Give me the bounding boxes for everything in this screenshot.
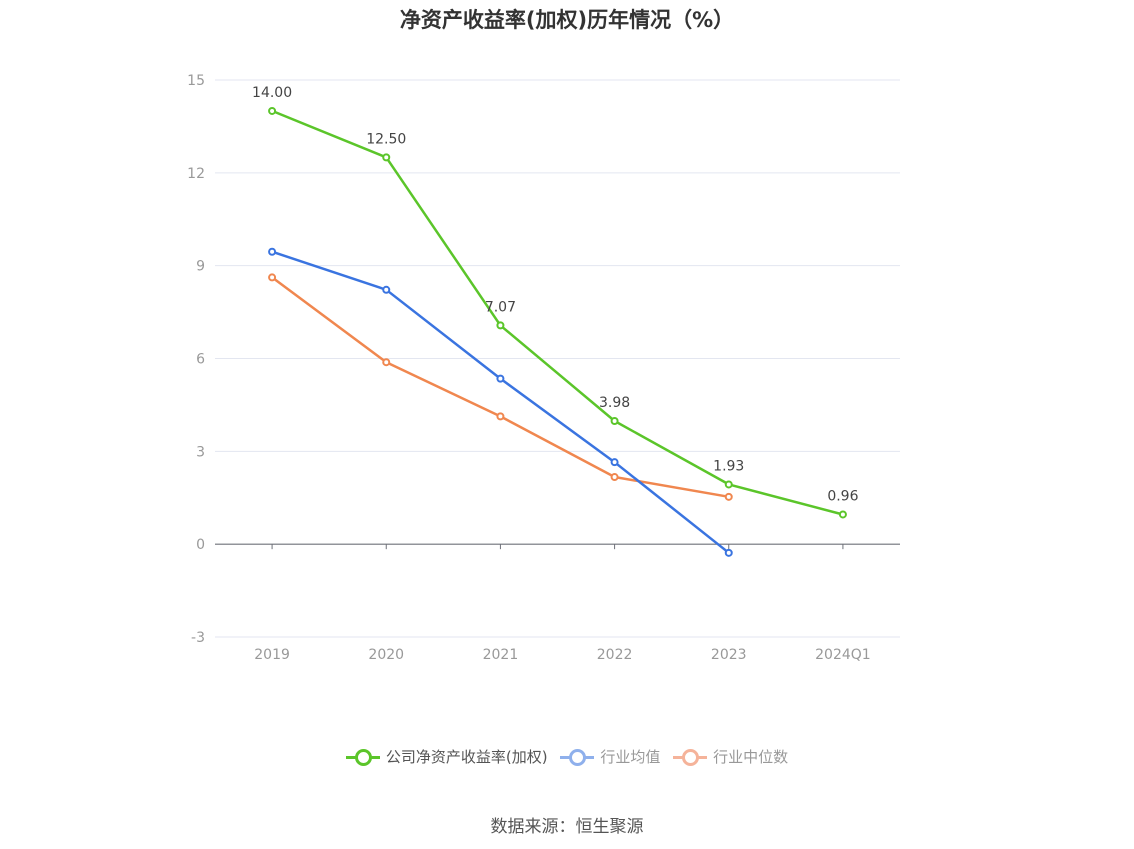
x-tick-label: 2022 <box>597 647 633 663</box>
x-tick-label: 2021 <box>483 647 519 663</box>
series-layer <box>268 106 847 557</box>
data-point <box>496 321 505 330</box>
data-point <box>268 106 277 115</box>
y-tick-label: 6 <box>196 352 205 368</box>
chart-title: 净资产收益率(加权)历年情况（%） <box>399 8 735 32</box>
legend-label-industry-median: 行业中位数 <box>713 748 789 766</box>
data-point <box>724 548 733 557</box>
data-label: 3.98 <box>599 395 630 411</box>
data-source: 数据来源：恒生聚源 <box>490 817 644 837</box>
legend-item-industry-median[interactable]: 行业中位数 <box>673 746 788 767</box>
legend-item-company[interactable]: 公司净资产收益率(加权) <box>345 746 548 767</box>
y-tick-label: 12 <box>187 166 205 182</box>
y-tick-label: 9 <box>196 259 205 275</box>
legend-marker-industry-mean <box>560 748 595 766</box>
data-point <box>610 473 619 482</box>
data-point <box>724 480 733 489</box>
data-point <box>610 417 619 426</box>
grid-lines <box>215 79 900 638</box>
y-axis-ticks: 15 12 9 6 3 0 -3 <box>187 73 205 646</box>
data-label: 14.00 <box>252 85 292 101</box>
data-point <box>838 510 847 519</box>
data-label: 0.96 <box>827 488 858 504</box>
data-point <box>496 374 505 383</box>
x-tick-label: 2020 <box>368 647 404 663</box>
legend-label-industry-mean: 行业均值 <box>600 748 661 766</box>
legend-marker-industry-median <box>673 748 708 766</box>
legend-label-company: 公司净资产收益率(加权) <box>385 748 548 766</box>
data-labels: 14.00 12.50 7.07 3.98 1.93 0.96 <box>252 85 859 505</box>
legend-item-industry-mean[interactable]: 行业均值 <box>560 746 660 767</box>
data-point <box>268 247 277 256</box>
data-label: 7.07 <box>485 299 516 315</box>
data-point <box>496 412 505 421</box>
series-line <box>271 250 730 554</box>
data-point <box>724 492 733 501</box>
legend: 公司净资产收益率(加权) 行业均值 行业中位数 <box>0 746 1134 770</box>
data-point <box>382 358 391 367</box>
data-point <box>382 285 391 294</box>
x-axis-ticks: 2019 2020 2021 2022 2023 2024Q1 <box>254 647 870 663</box>
y-tick-label: 15 <box>187 73 205 89</box>
data-point <box>268 273 277 282</box>
x-tick-label: 2024Q1 <box>815 647 871 663</box>
data-label: 1.93 <box>713 458 744 474</box>
series-line <box>271 109 844 516</box>
axes <box>215 543 900 550</box>
y-tick-label: 0 <box>196 537 205 553</box>
y-tick-label: 3 <box>196 444 205 460</box>
y-tick-label: -3 <box>191 630 205 646</box>
data-point <box>610 458 619 467</box>
data-point <box>382 153 391 162</box>
x-tick-label: 2023 <box>711 647 747 663</box>
data-label: 12.50 <box>366 131 406 147</box>
x-tick-label: 2019 <box>254 647 290 663</box>
legend-marker-company <box>345 748 380 766</box>
